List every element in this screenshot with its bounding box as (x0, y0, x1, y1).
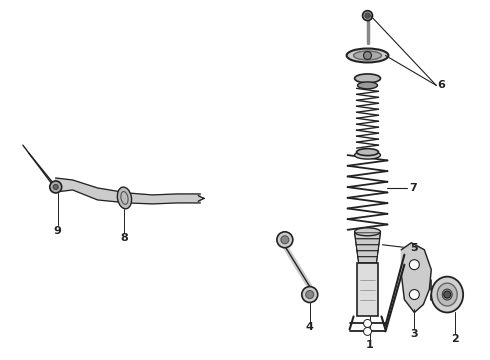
Text: 1: 1 (366, 340, 373, 350)
Ellipse shape (355, 228, 380, 236)
Circle shape (50, 181, 62, 193)
Text: 9: 9 (54, 226, 62, 236)
Text: 4: 4 (306, 323, 314, 332)
Ellipse shape (117, 187, 132, 209)
Circle shape (364, 51, 371, 59)
Circle shape (53, 184, 58, 189)
Circle shape (364, 319, 371, 328)
Ellipse shape (357, 149, 378, 156)
Circle shape (409, 260, 419, 270)
Circle shape (302, 287, 318, 302)
Bar (357, 263, 378, 316)
Ellipse shape (442, 289, 452, 300)
Ellipse shape (437, 283, 457, 306)
Text: 6: 6 (437, 80, 445, 90)
Circle shape (365, 13, 370, 18)
Polygon shape (355, 239, 380, 245)
Circle shape (277, 232, 293, 248)
Polygon shape (401, 243, 431, 312)
Circle shape (409, 289, 419, 300)
Polygon shape (56, 178, 200, 204)
Circle shape (281, 236, 289, 244)
Polygon shape (356, 245, 379, 251)
Polygon shape (357, 251, 378, 257)
Circle shape (363, 11, 372, 21)
Ellipse shape (355, 151, 380, 159)
Ellipse shape (346, 49, 389, 62)
Ellipse shape (354, 51, 382, 60)
Ellipse shape (431, 276, 463, 312)
Text: 8: 8 (121, 233, 128, 243)
Text: 7: 7 (410, 183, 417, 193)
Polygon shape (355, 233, 380, 239)
Circle shape (306, 291, 314, 298)
Text: 3: 3 (411, 329, 418, 339)
Text: 5: 5 (411, 243, 418, 253)
Polygon shape (358, 257, 377, 263)
Ellipse shape (358, 82, 377, 89)
Ellipse shape (355, 74, 380, 83)
Text: 2: 2 (451, 334, 459, 345)
Circle shape (444, 291, 451, 298)
Circle shape (364, 328, 371, 336)
